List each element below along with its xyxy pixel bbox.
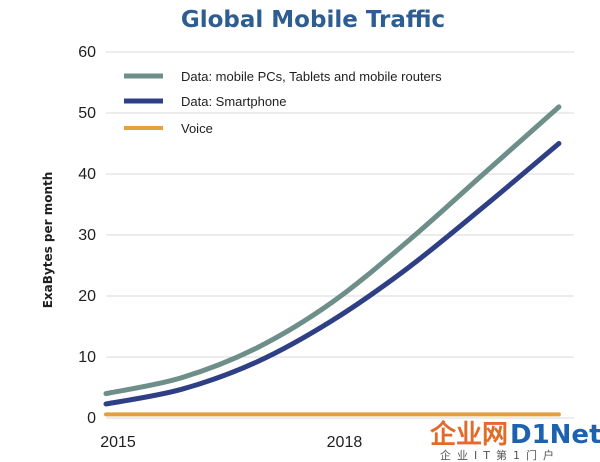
y-tick-label-5: 50 xyxy=(78,105,96,122)
y-axis-ticks: 0 10 20 30 40 50 60 xyxy=(78,44,96,427)
y-axis-label: ExaBytes per month xyxy=(41,172,55,309)
d1net-watermark-logo: 企业网 D1Net 企业IT第1门户 xyxy=(430,419,600,462)
grid-lines xyxy=(106,51,574,419)
series-line-1 xyxy=(103,141,562,407)
watermark-brand-cn: 企业网 xyxy=(430,419,508,450)
series-lines xyxy=(103,104,562,417)
watermark-subtitle: 企业IT第1门户 xyxy=(440,448,560,462)
y-tick-label-2: 20 xyxy=(78,288,96,305)
legend-label-1: Data: Smartphone xyxy=(181,94,287,109)
y-tick-label-6: 60 xyxy=(78,44,96,61)
x-axis-ticks: 2015 2018 xyxy=(100,434,362,451)
legend-label-0: Data: mobile PCs, Tablets and mobile rou… xyxy=(181,69,442,84)
watermark-brand-en: D1Net xyxy=(510,420,600,450)
y-tick-label-1: 10 xyxy=(78,349,96,366)
y-tick-label-3: 30 xyxy=(78,227,96,244)
x-tick-label-1: 2018 xyxy=(327,434,363,451)
series-line-0 xyxy=(103,104,562,397)
x-tick-label-0: 2015 xyxy=(100,434,136,451)
y-tick-label-0: 0 xyxy=(87,410,96,427)
chart-title: Global Mobile Traffic xyxy=(181,7,445,33)
legend: Data: mobile PCs, Tablets and mobile rou… xyxy=(124,69,442,136)
legend-label-2: Voice xyxy=(181,121,213,136)
y-tick-label-4: 40 xyxy=(78,166,96,183)
